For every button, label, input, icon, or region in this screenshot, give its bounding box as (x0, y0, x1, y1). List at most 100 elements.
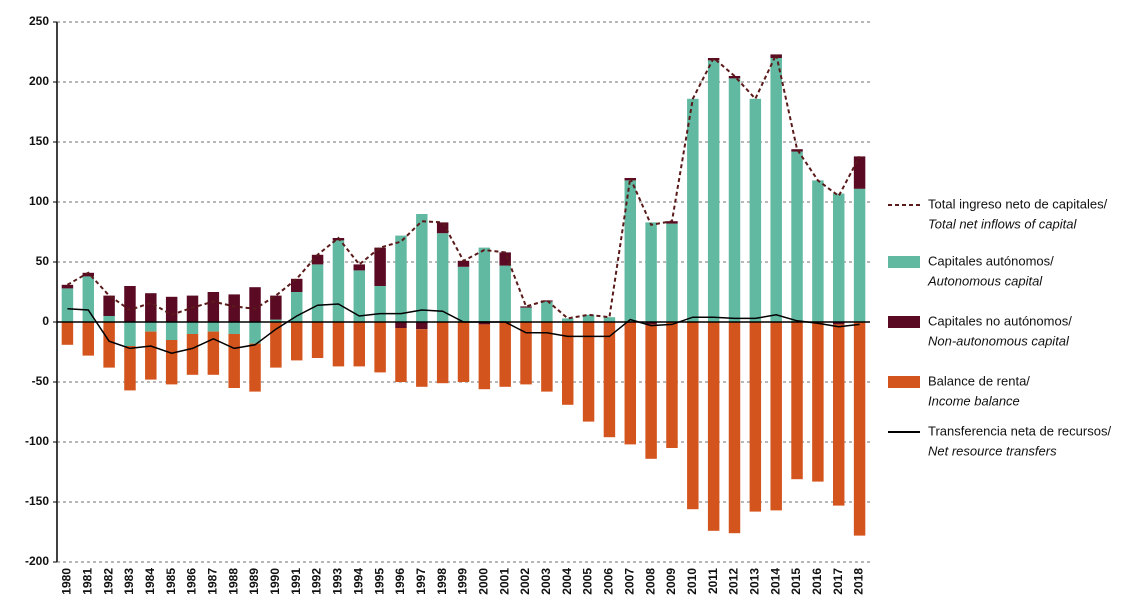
bar (478, 324, 491, 390)
bar (228, 294, 240, 322)
bar (186, 334, 199, 375)
x-tick-label: 2011 (706, 568, 720, 594)
bar (249, 287, 261, 322)
bar (290, 322, 303, 361)
x-tick-label: 2000 (477, 568, 491, 595)
bar (561, 318, 574, 322)
bar (374, 247, 386, 286)
bar (145, 322, 157, 332)
bar (103, 316, 115, 322)
bar (645, 322, 657, 325)
legend-label: Total net inflows of capital (928, 216, 1077, 231)
x-tick-label: 2018 (852, 568, 866, 595)
bar (499, 265, 511, 322)
bar (61, 284, 74, 289)
legend-label: Balance de renta/ (928, 373, 1030, 388)
bar (666, 223, 678, 322)
bar (687, 322, 699, 510)
x-tick-label: 2016 (810, 568, 824, 595)
legend-label: Total ingreso neto de capitales/ (928, 196, 1108, 211)
x-tick-label: 1990 (268, 568, 282, 595)
bar (311, 322, 324, 358)
bar (791, 149, 803, 152)
bar (228, 322, 240, 334)
legend-swatch (888, 316, 920, 328)
bar (249, 322, 261, 344)
bar (749, 322, 762, 512)
bar (270, 295, 282, 320)
bar (541, 300, 553, 302)
bar (478, 322, 491, 325)
bar (311, 254, 324, 265)
x-tick-label: 2008 (643, 568, 657, 595)
bar (124, 286, 136, 322)
bar (207, 331, 220, 375)
bar (624, 322, 637, 445)
line-series (67, 303, 860, 354)
bar (290, 278, 303, 292)
bar (853, 156, 866, 189)
bar (436, 233, 449, 322)
legend-label: Capitales autónomos/ (928, 253, 1054, 268)
bar (791, 322, 803, 480)
bar (186, 295, 199, 322)
bar (374, 286, 386, 322)
x-tick-label: 1983 (122, 568, 136, 595)
bar (61, 322, 74, 345)
bar (353, 322, 366, 367)
y-tick-label: 100 (29, 194, 49, 208)
bar (124, 346, 136, 391)
x-tick-label: 1980 (60, 568, 74, 595)
legend-label: Autonomous capital (927, 273, 1043, 288)
bar (561, 322, 574, 405)
x-tick-label: 2015 (789, 568, 803, 595)
x-tick-label: 1986 (185, 568, 199, 595)
bar (457, 260, 470, 267)
y-tick-label: 0 (42, 314, 49, 328)
bar (645, 324, 657, 459)
legend-swatch (888, 256, 920, 268)
x-tick-label: 2014 (768, 568, 782, 595)
x-tick-label: 2002 (518, 568, 532, 595)
bar (207, 292, 220, 322)
bar (457, 266, 470, 322)
x-tick-label: 1991 (289, 568, 303, 595)
bar (520, 306, 532, 308)
bar (582, 314, 595, 322)
x-tick-label: 1981 (80, 568, 94, 595)
bar (687, 98, 699, 322)
y-tick-label: 200 (29, 74, 49, 88)
y-tick-label: -150 (25, 494, 49, 508)
bar (853, 188, 866, 322)
bar (603, 317, 616, 322)
bar (666, 322, 678, 448)
y-tick-label: 50 (36, 254, 50, 268)
bar (812, 180, 824, 322)
bar (624, 180, 637, 322)
bar (728, 76, 741, 79)
bar (145, 331, 157, 380)
bar (290, 292, 303, 322)
bar (124, 322, 136, 346)
line-series (66, 51, 861, 320)
bar (832, 193, 845, 322)
bar (499, 322, 511, 387)
bar (61, 288, 74, 322)
x-tick-label: 1985 (164, 568, 178, 595)
bar (457, 322, 470, 382)
bar (186, 322, 199, 334)
bar (353, 264, 366, 271)
x-tick-label: 1988 (226, 568, 240, 595)
x-tick-label: 2001 (497, 568, 511, 595)
legend-label: Non-autonomous capital (928, 333, 1070, 348)
bar (812, 322, 824, 482)
x-tick-label: 1995 (372, 568, 386, 595)
bar (478, 247, 491, 322)
bar (436, 322, 449, 384)
x-tick-label: 1996 (393, 568, 407, 595)
x-tick-label: 2009 (664, 568, 678, 595)
bar (332, 322, 345, 367)
bar (520, 322, 532, 385)
bar (666, 221, 678, 224)
bar (541, 322, 553, 392)
